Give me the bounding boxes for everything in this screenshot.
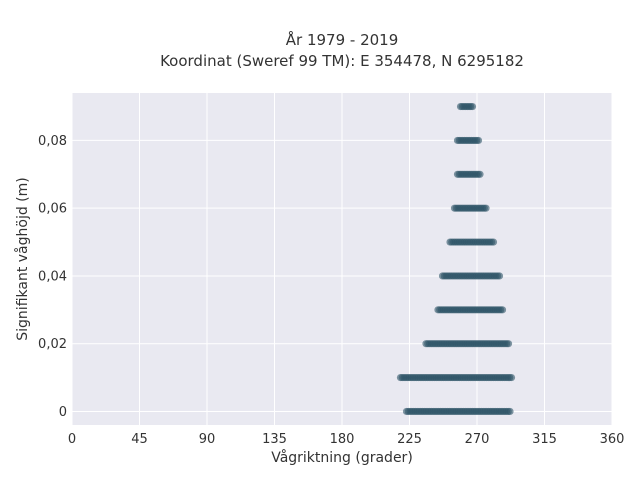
tick-labels: 0 45 90 135 180 225 270 315 360 0 0,02 0,04 0,06 0,08 xyxy=(38,134,624,447)
x-tick-label: 0 xyxy=(68,432,76,447)
y-tick-label: 0,04 xyxy=(38,269,67,284)
chart-title: År 1979 - 2019 xyxy=(286,30,399,49)
y-axis-label: Signifikant våghöjd (m) xyxy=(14,177,31,340)
data-point xyxy=(474,136,483,145)
x-tick-label: 270 xyxy=(465,432,490,447)
data-point xyxy=(476,170,484,178)
data-point xyxy=(498,306,507,314)
x-tick-label: 45 xyxy=(131,432,148,447)
data-point xyxy=(468,102,477,111)
x-tick-label: 315 xyxy=(532,432,557,447)
y-tick-label: 0,06 xyxy=(38,202,67,217)
y-tick-label: 0 xyxy=(59,405,67,420)
data-points xyxy=(396,102,516,416)
x-tick-label: 180 xyxy=(330,432,355,447)
x-axis-label: Vågriktning (grader) xyxy=(271,449,413,466)
x-tick-label: 135 xyxy=(262,432,287,447)
x-tick-label: 360 xyxy=(600,432,625,447)
data-point xyxy=(504,340,513,348)
chart-subtitle: Koordinat (Sweref 99 TM): E 354478, N 62… xyxy=(160,52,524,70)
x-tick-label: 225 xyxy=(397,432,422,447)
y-tick-label: 0,08 xyxy=(38,134,67,149)
grid-lines xyxy=(71,93,613,425)
data-point xyxy=(482,204,490,212)
data-point xyxy=(489,238,498,246)
data-point xyxy=(507,373,516,382)
x-tick-label: 90 xyxy=(199,432,216,447)
data-point xyxy=(506,407,514,416)
data-point xyxy=(495,272,504,280)
y-tick-label: 0,02 xyxy=(38,337,67,352)
